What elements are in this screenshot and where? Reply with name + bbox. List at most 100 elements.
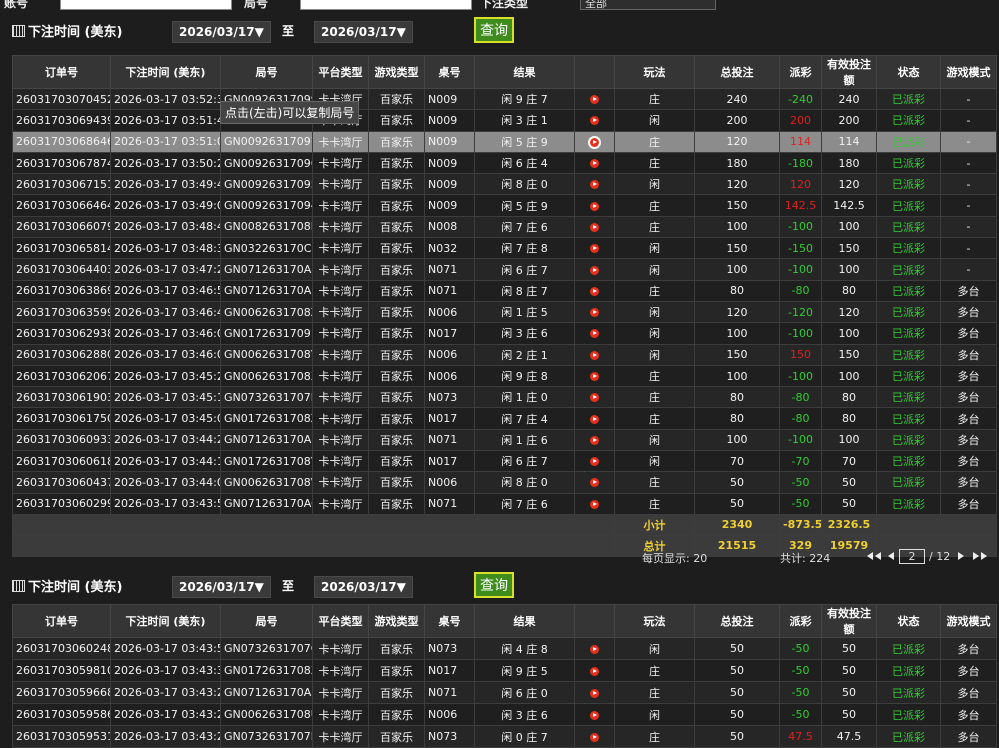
record-row[interactable]: 260317030658144 2026-03-17 03:48:36 GN0322… bbox=[12, 237, 997, 260]
query-button[interactable]: 查询 bbox=[474, 572, 514, 598]
cell[interactable]: GN032263170CH bbox=[220, 237, 313, 260]
video-icon[interactable] bbox=[590, 457, 599, 467]
video-icon[interactable] bbox=[590, 644, 599, 654]
query-button[interactable]: 查询 bbox=[474, 17, 514, 43]
record-row[interactable]: 260317030678740 2026-03-17 03:50:20 GN0092… bbox=[12, 151, 997, 175]
video-icon[interactable] bbox=[590, 329, 599, 339]
video-icon[interactable] bbox=[590, 286, 599, 296]
start-date[interactable]: 2026/03/17▼ bbox=[172, 576, 271, 598]
record-row[interactable]: 260317030671514 2026-03-17 03:49:43 GN0092… bbox=[12, 173, 997, 196]
record-row[interactable]: 260317030664641 2026-03-17 03:49:08 GN0092… bbox=[12, 194, 997, 217]
cell[interactable]: GN071263170AM bbox=[220, 279, 313, 302]
cell: 闲 3 庄 6 bbox=[474, 703, 575, 726]
cell[interactable]: GN0732631707E bbox=[220, 386, 313, 409]
record-row[interactable]: 260317030609333 2026-03-17 03:44:27 GN0712… bbox=[12, 428, 997, 452]
video-icon[interactable] bbox=[590, 180, 599, 190]
cell: 200 bbox=[694, 109, 780, 132]
cell: N008 bbox=[424, 215, 475, 239]
record-row[interactable]: 260317030644034 2026-03-17 03:47:26 GN0712… bbox=[12, 258, 997, 281]
account-input[interactable] bbox=[60, 0, 232, 10]
video-icon[interactable] bbox=[590, 688, 599, 698]
video-icon[interactable] bbox=[590, 478, 599, 488]
video-icon[interactable] bbox=[590, 666, 599, 676]
first-page[interactable] bbox=[867, 552, 873, 560]
video-icon[interactable] bbox=[590, 414, 599, 424]
record-row[interactable]: 260317030617501 2026-03-17 03:45:07 GN0172… bbox=[12, 407, 997, 430]
cell[interactable]: GN0172631708X bbox=[220, 659, 313, 682]
record-row[interactable]: 260317030619037 2026-03-17 03:45:13 GN0732… bbox=[12, 386, 997, 409]
prev-page[interactable] bbox=[888, 552, 894, 560]
cell[interactable]: GN0062631708U bbox=[220, 703, 313, 726]
record-row[interactable]: 260317030628804 2026-03-17 03:46:05 GN0062… bbox=[12, 343, 997, 366]
record-row[interactable]: 260317030598103 2026-03-17 03:43:32 GN0172… bbox=[12, 659, 997, 682]
video-icon[interactable] bbox=[590, 222, 599, 232]
cell[interactable]: GN071263170AN bbox=[220, 258, 313, 281]
record-row[interactable]: 260317030596688 2026-03-17 03:43:26 GN0712… bbox=[12, 681, 997, 704]
cell: 闲 8 庄 0 bbox=[474, 471, 575, 494]
cell: 260317030660797 bbox=[12, 215, 111, 239]
cell[interactable]: GN071263170AF bbox=[220, 681, 313, 704]
video-icon[interactable] bbox=[590, 137, 599, 147]
cell: 闲 9 庄 5 bbox=[474, 659, 575, 682]
video-icon[interactable] bbox=[590, 116, 599, 126]
video-icon[interactable] bbox=[590, 710, 599, 720]
cell: 闲 3 庄 6 bbox=[474, 322, 575, 345]
video-icon[interactable] bbox=[590, 350, 599, 360]
video-icon[interactable] bbox=[590, 244, 599, 254]
next-page[interactable] bbox=[958, 552, 965, 560]
video-icon[interactable] bbox=[590, 393, 599, 403]
cell[interactable]: GN0082631708I bbox=[220, 215, 313, 239]
cell[interactable]: GN071263170AH bbox=[220, 428, 313, 452]
video-icon[interactable] bbox=[590, 265, 599, 275]
cell[interactable]: GN00926317096 bbox=[220, 151, 313, 175]
record-row[interactable]: 260317030606189 2026-03-17 03:44:11 GN0172… bbox=[12, 450, 997, 473]
end-date[interactable]: 2026/03/17▼ bbox=[314, 576, 413, 598]
cell: 2026-03-17 03:51:02 bbox=[110, 130, 221, 153]
video-icon[interactable] bbox=[590, 499, 599, 509]
record-row[interactable]: 260317030704528 2026-03-17 03:52:33 GN0092… bbox=[12, 87, 997, 111]
cell[interactable]: GN0062631708V bbox=[220, 471, 313, 494]
record-row[interactable]: 260317030602489 2026-03-17 03:43:55 GN0732… bbox=[12, 637, 997, 660]
record-row[interactable]: 260317030686461 2026-03-17 03:51:02 GN0092… bbox=[12, 130, 997, 153]
video-icon[interactable] bbox=[590, 435, 599, 445]
video-cell bbox=[574, 109, 615, 132]
record-row[interactable]: 260317030638697 2026-03-17 03:46:59 GN0712… bbox=[12, 279, 997, 302]
video-icon[interactable] bbox=[590, 201, 599, 211]
cell[interactable]: GN00926317097 bbox=[220, 130, 313, 153]
record-row[interactable]: 260317030635995 2026-03-17 03:46:43 GN0062… bbox=[12, 300, 997, 324]
round-input[interactable] bbox=[300, 0, 472, 10]
record-row[interactable]: 260317030602996 2026-03-17 03:43:57 GN0712… bbox=[12, 492, 997, 515]
cell[interactable]: GN0732631707C bbox=[220, 637, 313, 660]
cell[interactable]: GN01726317091 bbox=[220, 322, 313, 345]
last-page[interactable] bbox=[973, 552, 980, 560]
video-icon[interactable] bbox=[590, 159, 599, 169]
bet-type-select[interactable]: 全部 bbox=[580, 0, 716, 10]
cell: N009 bbox=[424, 109, 475, 132]
page-input[interactable]: 2 bbox=[899, 549, 925, 564]
end-date[interactable]: 2026/03/17▼ bbox=[314, 21, 413, 43]
cell[interactable]: GN0172631708Z bbox=[220, 407, 313, 430]
cell[interactable]: GN0062631708Z bbox=[220, 300, 313, 324]
video-icon[interactable] bbox=[590, 372, 599, 381]
video-icon[interactable] bbox=[590, 308, 599, 318]
cell[interactable]: GN00926317095 bbox=[220, 173, 313, 196]
cell: 庄 bbox=[614, 194, 695, 217]
video-icon[interactable] bbox=[590, 95, 599, 105]
cell[interactable]: GN0062631708Y bbox=[220, 343, 313, 366]
record-row[interactable]: 260317030595863 2026-03-17 03:43:22 GN0062… bbox=[12, 703, 997, 726]
first-page-2[interactable] bbox=[875, 552, 881, 560]
record-row[interactable]: 260317030620678 2026-03-17 03:45:21 GN0062… bbox=[12, 364, 997, 388]
cell[interactable]: GN0062631708X bbox=[220, 364, 313, 388]
start-date[interactable]: 2026/03/17▼ bbox=[172, 21, 271, 43]
record-row[interactable]: 260317030604379 2026-03-17 03:44:03 GN0062… bbox=[12, 471, 997, 494]
cell: 百家乐 bbox=[368, 87, 425, 111]
last-page-2[interactable] bbox=[981, 552, 988, 560]
cell[interactable]: GN00926317094 bbox=[220, 194, 313, 217]
cell[interactable]: GN0172631708Y bbox=[220, 450, 313, 473]
cell: -50 bbox=[779, 637, 822, 660]
video-icon[interactable] bbox=[590, 732, 599, 742]
record-row[interactable]: 260317030629384 2026-03-17 03:46:07 GN0172… bbox=[12, 322, 997, 345]
cell[interactable]: GN071263170AG bbox=[220, 492, 313, 515]
record-row[interactable]: 260317030660797 2026-03-17 03:48:49 GN0082… bbox=[12, 215, 997, 239]
